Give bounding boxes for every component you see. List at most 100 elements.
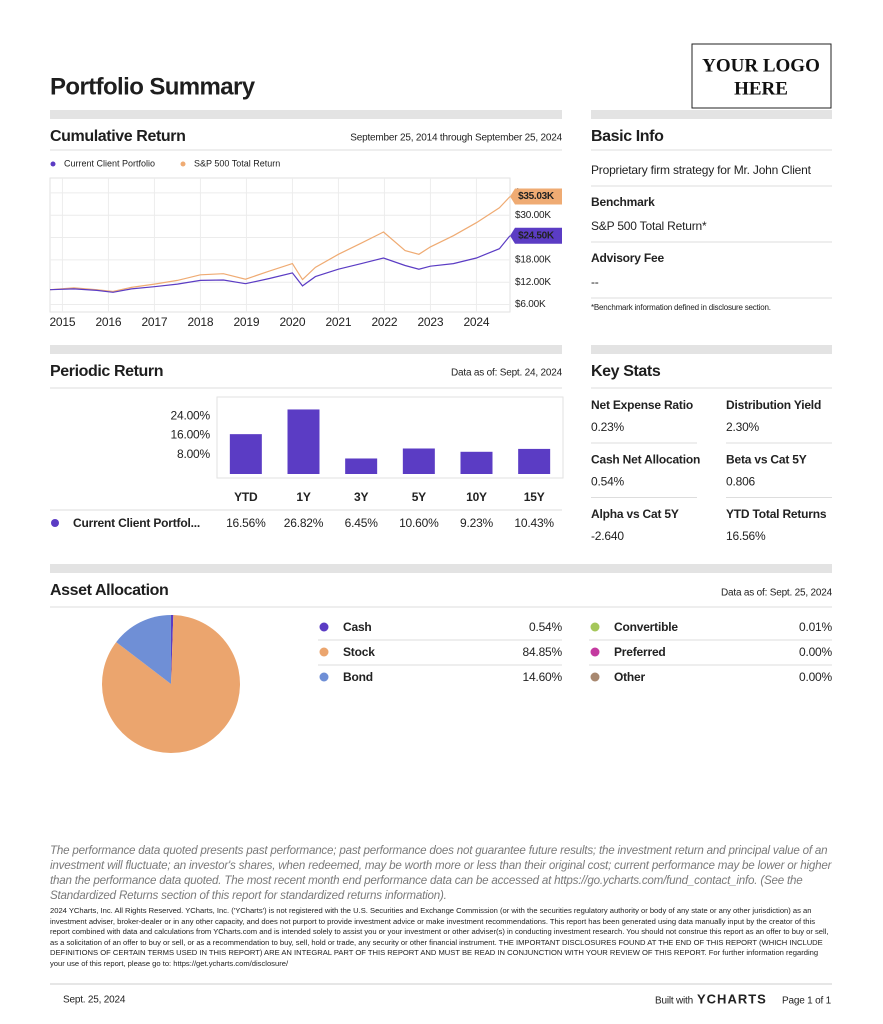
y-tick-label: $12.00K: [515, 277, 551, 288]
disclaimer: The performance data quoted presents pas…: [50, 844, 832, 902]
info-value: S&P 500 Total Return*: [591, 219, 707, 233]
description: Proprietary firm strategy for Mr. John C…: [591, 163, 812, 177]
legal-text: 2024 YCharts, Inc. All Rights Reserved. …: [50, 906, 829, 968]
x-tick-label: 15Y: [524, 490, 545, 504]
stat-label: Alpha vs Cat 5Y: [591, 507, 679, 521]
y-tick-label: $30.00K: [515, 210, 551, 221]
legend-label: Cash: [343, 620, 372, 634]
stat-value: 0.23%: [591, 420, 625, 434]
value-label: 16.56%: [226, 516, 266, 530]
data-date: Data as of: Sept. 24, 2024: [451, 368, 563, 379]
y-tick-label: 8.00%: [177, 447, 211, 461]
page-title: Portfolio Summary: [50, 73, 256, 100]
value-label: 9.23%: [460, 516, 494, 530]
legend-marker: [590, 622, 600, 632]
stat-value: 2.30%: [726, 420, 760, 434]
x-tick-label: 2022: [371, 315, 397, 329]
value-label: 0.00%: [799, 645, 833, 659]
legend-label: Bond: [343, 670, 373, 684]
legend-label: Current Client Portfolio: [64, 158, 155, 168]
bar: [345, 458, 378, 474]
x-tick-label: YTD: [234, 490, 258, 504]
section-bar: [50, 564, 832, 573]
data-date: Data as of: Sept. 25, 2024: [721, 588, 833, 599]
y-tick-label: 24.00%: [171, 408, 211, 422]
end-tag: [510, 188, 562, 205]
value-label: 0.54%: [529, 620, 563, 634]
legend-marker: [319, 647, 329, 657]
legend-label: S&P 500 Total Return: [194, 158, 280, 168]
x-tick-label: 5Y: [412, 490, 426, 504]
bar: [518, 448, 551, 474]
section-title: Basic Info: [591, 128, 664, 145]
bar: [229, 434, 262, 474]
logo-box: [691, 43, 832, 109]
page-number: Page 1 of 1: [782, 996, 832, 1007]
brand: YCHARTS: [697, 991, 767, 1006]
pie-slice: [171, 615, 174, 684]
section-bar: [50, 110, 562, 119]
value-label: 10.60%: [399, 516, 439, 530]
x-tick-label: 2024: [463, 315, 489, 329]
value-label: 10.43%: [514, 516, 554, 530]
bar: [402, 448, 435, 474]
value-label: 0.01%: [799, 620, 833, 634]
legend-marker: [319, 622, 329, 632]
y-tick-label: 16.00%: [171, 428, 211, 442]
value-label: 6.45%: [345, 516, 379, 530]
stat-label: Cash Net Allocation: [591, 453, 700, 467]
x-tick-label: 2023: [417, 315, 443, 329]
series-line: [49, 235, 511, 293]
x-tick-label: 2017: [141, 315, 167, 329]
legend-marker: [51, 519, 59, 527]
x-tick-label: 2021: [325, 315, 351, 329]
x-tick-label: 1Y: [296, 490, 310, 504]
note: *Benchmark information defined in disclo…: [591, 303, 771, 312]
legend-label: Stock: [343, 645, 375, 659]
info-value: --: [591, 275, 599, 289]
end-tag: [510, 227, 562, 244]
stat-value: 0.54%: [591, 475, 625, 489]
plot-area: [49, 177, 511, 313]
x-tick-label: 10Y: [466, 490, 487, 504]
section-bar: [50, 345, 562, 354]
value-label: 84.85%: [523, 645, 563, 659]
x-tick-label: 2018: [187, 315, 213, 329]
plot-area: [216, 396, 564, 479]
y-tick-label: $18.00K: [515, 255, 551, 266]
value-label: 14.60%: [523, 670, 563, 684]
legend-marker: [590, 647, 600, 657]
x-tick-label: 2019: [233, 315, 259, 329]
stat-label: YTD Total Returns: [726, 507, 827, 521]
series-line: [49, 196, 511, 293]
section-bar: [591, 110, 832, 119]
x-tick-label: 2020: [279, 315, 305, 329]
legend-marker: [590, 672, 600, 682]
section-title: Key Stats: [591, 363, 661, 380]
section-bar: [591, 345, 832, 354]
bar: [287, 409, 320, 474]
info-label: Benchmark: [591, 195, 655, 209]
end-label: $24.50K: [518, 230, 555, 241]
logo-text: YOUR LOGO: [702, 55, 820, 76]
x-tick-label: 3Y: [354, 490, 368, 504]
x-tick-label: 2016: [95, 315, 121, 329]
stat-label: Beta vs Cat 5Y: [726, 453, 807, 467]
logo-text: HERE: [734, 78, 788, 99]
legend-label: Preferred: [614, 645, 666, 659]
pie-slice: [116, 615, 171, 684]
legend-label: Other: [614, 670, 646, 684]
end-label: $35.03K: [518, 191, 555, 202]
value-label: 26.82%: [284, 516, 324, 530]
bar: [460, 451, 493, 474]
stat-label: Distribution Yield: [726, 398, 821, 412]
section-title: Asset Allocation: [50, 582, 168, 599]
stat-value: 16.56%: [726, 529, 766, 543]
info-label: Advisory Fee: [591, 251, 664, 265]
section-title: Cumulative Return: [50, 128, 185, 145]
legend-marker: [319, 672, 329, 682]
legend-marker: [180, 161, 186, 167]
stat-value: 0.806: [726, 475, 756, 489]
